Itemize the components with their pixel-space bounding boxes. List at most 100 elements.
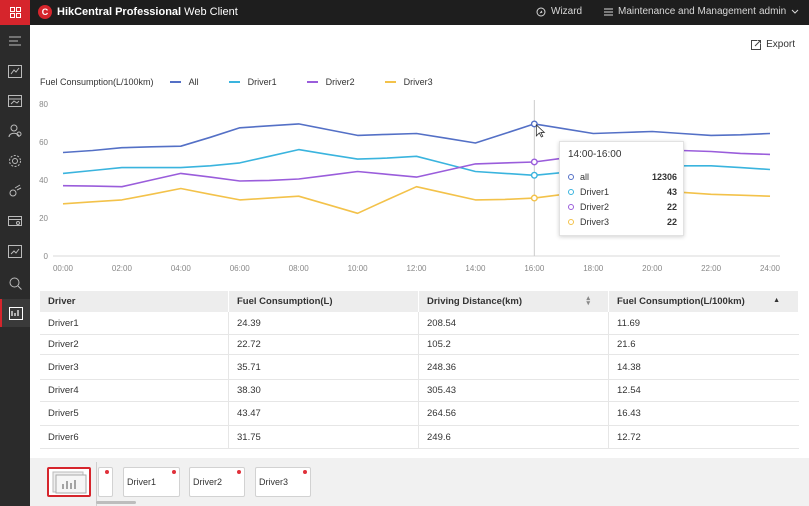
monitoring-icon <box>8 95 22 107</box>
table-cell: 16.43 <box>617 408 641 419</box>
table-cell: 43.47 <box>229 402 419 425</box>
data-point-marker[interactable] <box>530 120 538 128</box>
nav-map[interactable] <box>0 57 30 85</box>
y-tick-label: 20 <box>39 214 48 223</box>
table-cell: 248.36 <box>419 355 609 379</box>
tooltip-title: 14:00-16:00 <box>568 149 622 160</box>
report-card-driver1[interactable]: Driver1 <box>123 467 180 497</box>
unsaved-dot <box>303 470 307 474</box>
header-label: Fuel Consumption(L/100km) <box>617 296 745 307</box>
analysis-icon <box>9 306 23 320</box>
legend-entry-driver3[interactable]: Driver3 <box>384 77 433 87</box>
chart-tooltip: 14:00-16:00 all 12306 Driver1 43 Driver2… <box>559 141 684 236</box>
x-tick-label: 04:00 <box>171 264 192 273</box>
y-tick-label: 40 <box>39 176 48 185</box>
unsaved-dot <box>237 470 241 474</box>
tooltip-value: 22 <box>666 217 677 227</box>
user-menu[interactable]: admin <box>759 6 799 17</box>
y-tick-label: 60 <box>39 138 48 147</box>
table-cell: 14.38 <box>617 361 641 373</box>
tooltip-value: 12306 <box>651 172 677 182</box>
legend-swatch <box>306 81 318 83</box>
data-point-marker[interactable] <box>530 158 538 166</box>
person-icon <box>8 124 22 138</box>
legend-swatch <box>384 81 396 83</box>
column-header-distance[interactable]: Driving Distance(km) ▴ ▾ <box>419 291 609 312</box>
strip-scrollbar[interactable] <box>96 501 136 504</box>
chevron-down-icon <box>791 9 799 14</box>
app-title-rest: Web Client <box>181 6 238 18</box>
table-cell: 31.75 <box>229 426 419 448</box>
nav-monitoring[interactable] <box>0 87 30 115</box>
chart-thumbnail-icon <box>52 471 87 494</box>
legend-entry-driver2[interactable]: Driver2 <box>306 77 355 87</box>
table-cell: Driver5 <box>40 402 229 425</box>
left-nav <box>0 25 30 506</box>
report-thumbnail[interactable] <box>47 467 91 497</box>
table-row[interactable]: Driver6 31.75 249.6 12.72 <box>40 426 799 449</box>
nav-settings[interactable] <box>0 147 30 175</box>
column-header-fuel[interactable]: Fuel Consumption(L) <box>229 291 419 312</box>
data-point-marker[interactable] <box>530 171 538 179</box>
nav-card[interactable] <box>0 207 30 235</box>
fuel-table: Driver Fuel Consumption(L) Driving Dista… <box>40 291 799 449</box>
export-label: Export <box>766 39 795 50</box>
nav-person[interactable] <box>0 117 30 145</box>
legend-label: Driver3 <box>403 77 433 87</box>
nav-analysis[interactable] <box>0 299 30 327</box>
tooltip-row: all 12306 <box>568 172 677 182</box>
series-line-all[interactable] <box>62 123 771 154</box>
report-card-driver2[interactable]: Driver2 <box>189 467 245 497</box>
legend-title: Fuel Consumption(L/100km) <box>40 77 154 87</box>
table-header: Driver Fuel Consumption(L) Driving Dista… <box>40 291 799 312</box>
column-header-fuel-per-100km[interactable]: Fuel Consumption(L/100km) ▲ <box>609 291 799 312</box>
nav-report[interactable] <box>0 237 30 265</box>
table-cell: Driver3 <box>40 355 229 379</box>
table-cell: 22.72 <box>229 335 419 354</box>
legend-entry-driver1[interactable]: Driver1 <box>228 77 277 87</box>
x-tick-label: 24:00 <box>760 264 781 273</box>
maintenance-menu[interactable]: Maintenance and Management <box>604 6 756 17</box>
tooltip-name: Driver1 <box>580 187 610 197</box>
export-button[interactable]: Export <box>751 39 795 50</box>
table-cell: 105.2 <box>419 335 609 354</box>
sort-ascending-icon[interactable]: ▲ <box>773 297 780 304</box>
report-card-driver3[interactable]: Driver3 <box>255 467 311 497</box>
tooltip-dot <box>568 204 574 210</box>
x-tick-label: 22:00 <box>701 264 722 273</box>
card-label: Driver2 <box>193 477 223 487</box>
table-row[interactable]: Driver3 35.71 248.36 14.38 <box>40 355 799 380</box>
nav-menu[interactable] <box>0 27 30 55</box>
table-cell: 35.71 <box>229 355 419 379</box>
report-icon <box>8 244 22 258</box>
table-cell: 21.6 <box>617 339 636 350</box>
column-header-driver[interactable]: Driver <box>40 291 229 312</box>
table-row[interactable]: Driver1 24.39 208.54 11.69 <box>40 312 799 335</box>
card-icon <box>8 216 22 226</box>
tooltip-name: Driver2 <box>580 202 610 212</box>
report-card-partial[interactable] <box>98 467 113 497</box>
nav-vehicle[interactable] <box>0 177 30 205</box>
table-cell: 12.72 <box>617 431 641 443</box>
maintenance-label: Maintenance and Management <box>618 6 756 17</box>
table-row[interactable]: Driver5 43.47 264.56 16.43 <box>40 402 799 426</box>
legend-entry-all[interactable]: All <box>169 77 199 87</box>
menu-icon <box>9 36 21 46</box>
header-label: Driving Distance(km) <box>427 296 523 307</box>
x-tick-label: 12:00 <box>406 264 427 273</box>
fuel-line-chart[interactable]: 0 20 40 60 80 00:00 02:00 04:00 06:00 08:00 10:00 1… <box>30 95 809 285</box>
list-icon <box>604 8 613 15</box>
legend-label: Driver1 <box>247 77 277 87</box>
table-row[interactable]: Driver2 22.72 105.2 21.6 <box>40 335 799 355</box>
table-row[interactable]: Driver4 38.30 305.43 12.54 <box>40 380 799 402</box>
table-cell: 264.56 <box>419 402 609 425</box>
wizard-button[interactable]: Wizard <box>536 6 582 17</box>
unsaved-dot <box>105 470 109 474</box>
user-label: admin <box>759 6 787 17</box>
nav-search[interactable] <box>0 269 30 297</box>
sort-icon[interactable]: ▴ ▾ <box>586 295 590 307</box>
data-point-marker[interactable] <box>530 194 538 202</box>
app-grid-button[interactable] <box>0 0 30 25</box>
x-tick-label: 14:00 <box>465 264 486 273</box>
x-tick-label: 10:00 <box>348 264 369 273</box>
